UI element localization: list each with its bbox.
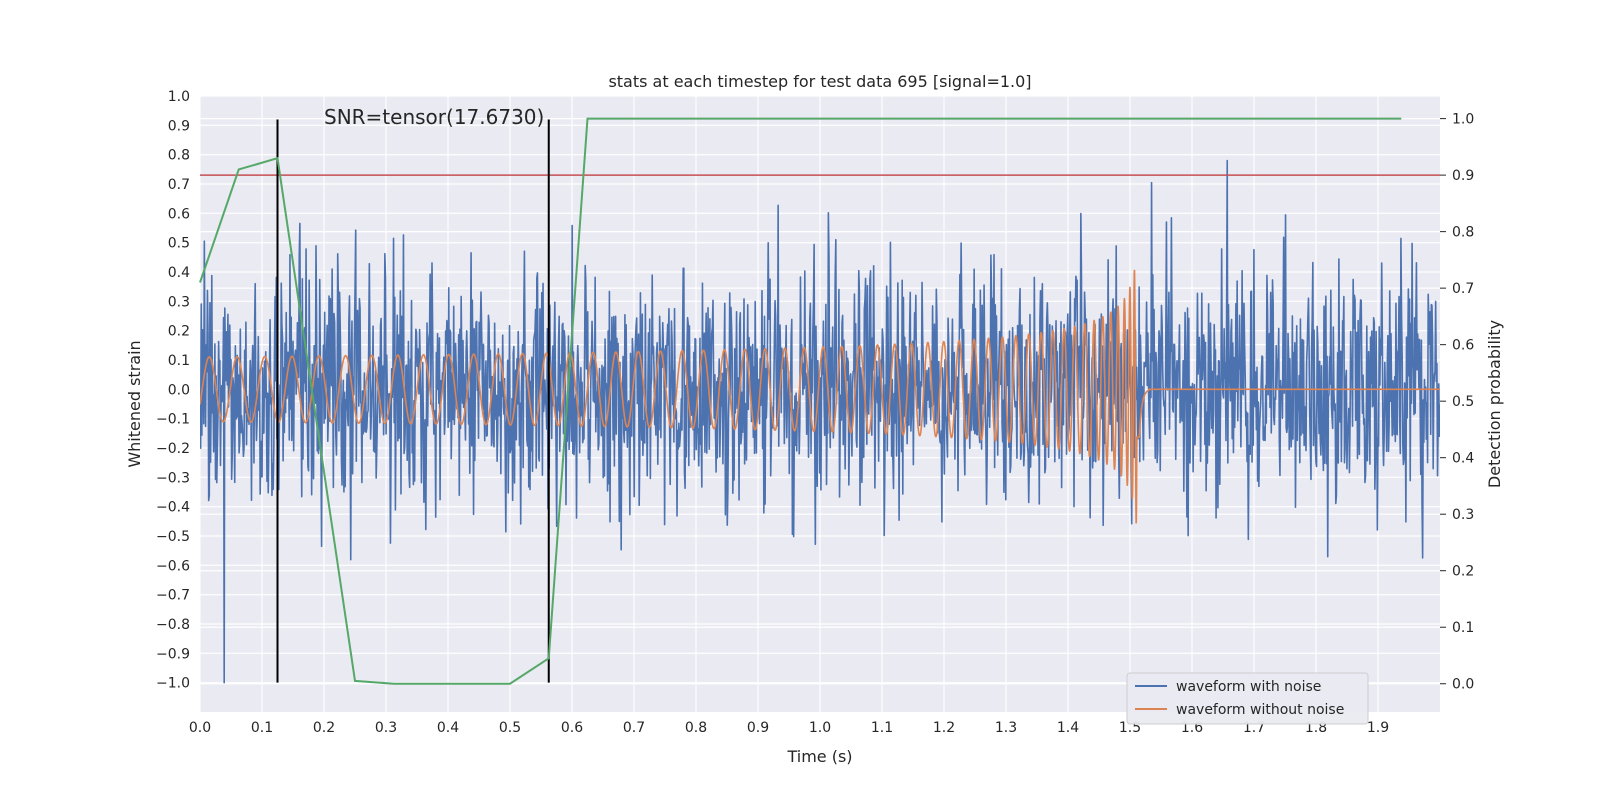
y-tick-label: 0.5 [168,236,190,252]
y-tick-label: −0.6 [156,558,190,574]
y2-axis-label: Detection probability [1485,320,1504,488]
y2-tick-label: 0.0 [1452,677,1474,693]
x-axis-ticks: 0.0 0.1 0.2 0.3 0.4 0.5 0.6 0.7 0.8 0.9 1.0 1.1 1.2 1… [189,720,1389,736]
y-tick-label: −0.3 [156,470,190,486]
x-tick-label: 1.1 [871,720,893,736]
y2-tick-label: 0.8 [1452,225,1474,241]
x-tick-label: 0.2 [313,720,335,736]
y-tick-label: 0.4 [168,265,190,281]
legend: waveform with noise waveform without noi… [1126,672,1369,725]
y-tick-label: 0.3 [168,294,190,310]
x-tick-label: 0.1 [251,720,273,736]
x-tick-label: 1.0 [809,720,831,736]
y2-tick-label: 0.4 [1452,451,1474,467]
y-tick-label: −1.0 [156,676,190,692]
y-tick-label: 1.0 [168,89,190,105]
y-tick-label: −0.7 [156,588,190,604]
x-tick-label: 0.9 [747,720,769,736]
y2-tick-label: 0.9 [1452,168,1474,184]
overlay-layer [199,117,1440,685]
x-tick-label: 1.9 [1367,720,1389,736]
x-tick-label: 0.6 [561,720,583,736]
y-tick-label: 0.6 [168,206,190,222]
snr-annotation: SNR=tensor(17.6730) [324,105,544,129]
y-tick-label: −0.5 [156,529,190,545]
series-waveform-without-noise [200,269,1440,524]
x-tick-label: 0.5 [499,720,521,736]
y-axis-ticks: 1.0 0.9 0.8 0.7 0.6 0.5 0.4 0.3 0.2 0.1 0.0 −0.1 −0.… [156,89,190,692]
y-tick-label: −0.1 [156,412,190,428]
legend-label-noisy: waveform with noise [1176,679,1321,695]
legend-box [1126,672,1369,725]
x-tick-label: 0.4 [437,720,459,736]
y2-axis-ticks: 1.0 0.9 0.8 0.7 0.6 0.5 0.4 0.3 0.2 0.1 0.0 [1440,112,1474,693]
y2-tick-label: 1.0 [1452,112,1474,128]
y-tick-label: 0.2 [168,324,190,340]
series-layer [200,159,1440,684]
series-waveform-with-noise [200,159,1440,684]
y-tick-label: −0.8 [156,617,190,633]
y-tick-label: −0.2 [156,441,190,457]
y2-tick-label: 0.6 [1452,338,1474,354]
y2-tick-label: 0.5 [1452,394,1474,410]
x-tick-label: 1.3 [995,720,1017,736]
y-tick-label: 0.8 [168,148,190,164]
x-tick-label: 0.0 [189,720,211,736]
y2-tick-label: 0.2 [1452,564,1474,580]
y-tick-label: 0.7 [168,177,190,193]
x-tick-label: 1.4 [1057,720,1079,736]
y-tick-label: 0.0 [168,382,190,398]
series-detection-probability [199,117,1402,685]
x-tick-label: 0.3 [375,720,397,736]
chart-title: stats at each timestep for test data 695… [608,72,1031,91]
y-tick-label: 0.9 [168,118,190,134]
x-tick-label: 0.8 [685,720,707,736]
y-tick-label: −0.4 [156,500,190,516]
y-axis-label: Whitened strain [125,340,144,467]
x-tick-label: 1.2 [933,720,955,736]
y2-tick-label: 0.1 [1452,620,1474,636]
y-tick-label: −0.9 [156,646,190,662]
y-tick-label: 0.1 [168,353,190,369]
x-axis-label: Time (s) [786,747,852,766]
y2-tick-label: 0.3 [1452,507,1474,523]
y2-tick-label: 0.7 [1452,281,1474,297]
x-tick-label: 0.7 [623,720,645,736]
legend-label-clean: waveform without noise [1176,702,1344,718]
